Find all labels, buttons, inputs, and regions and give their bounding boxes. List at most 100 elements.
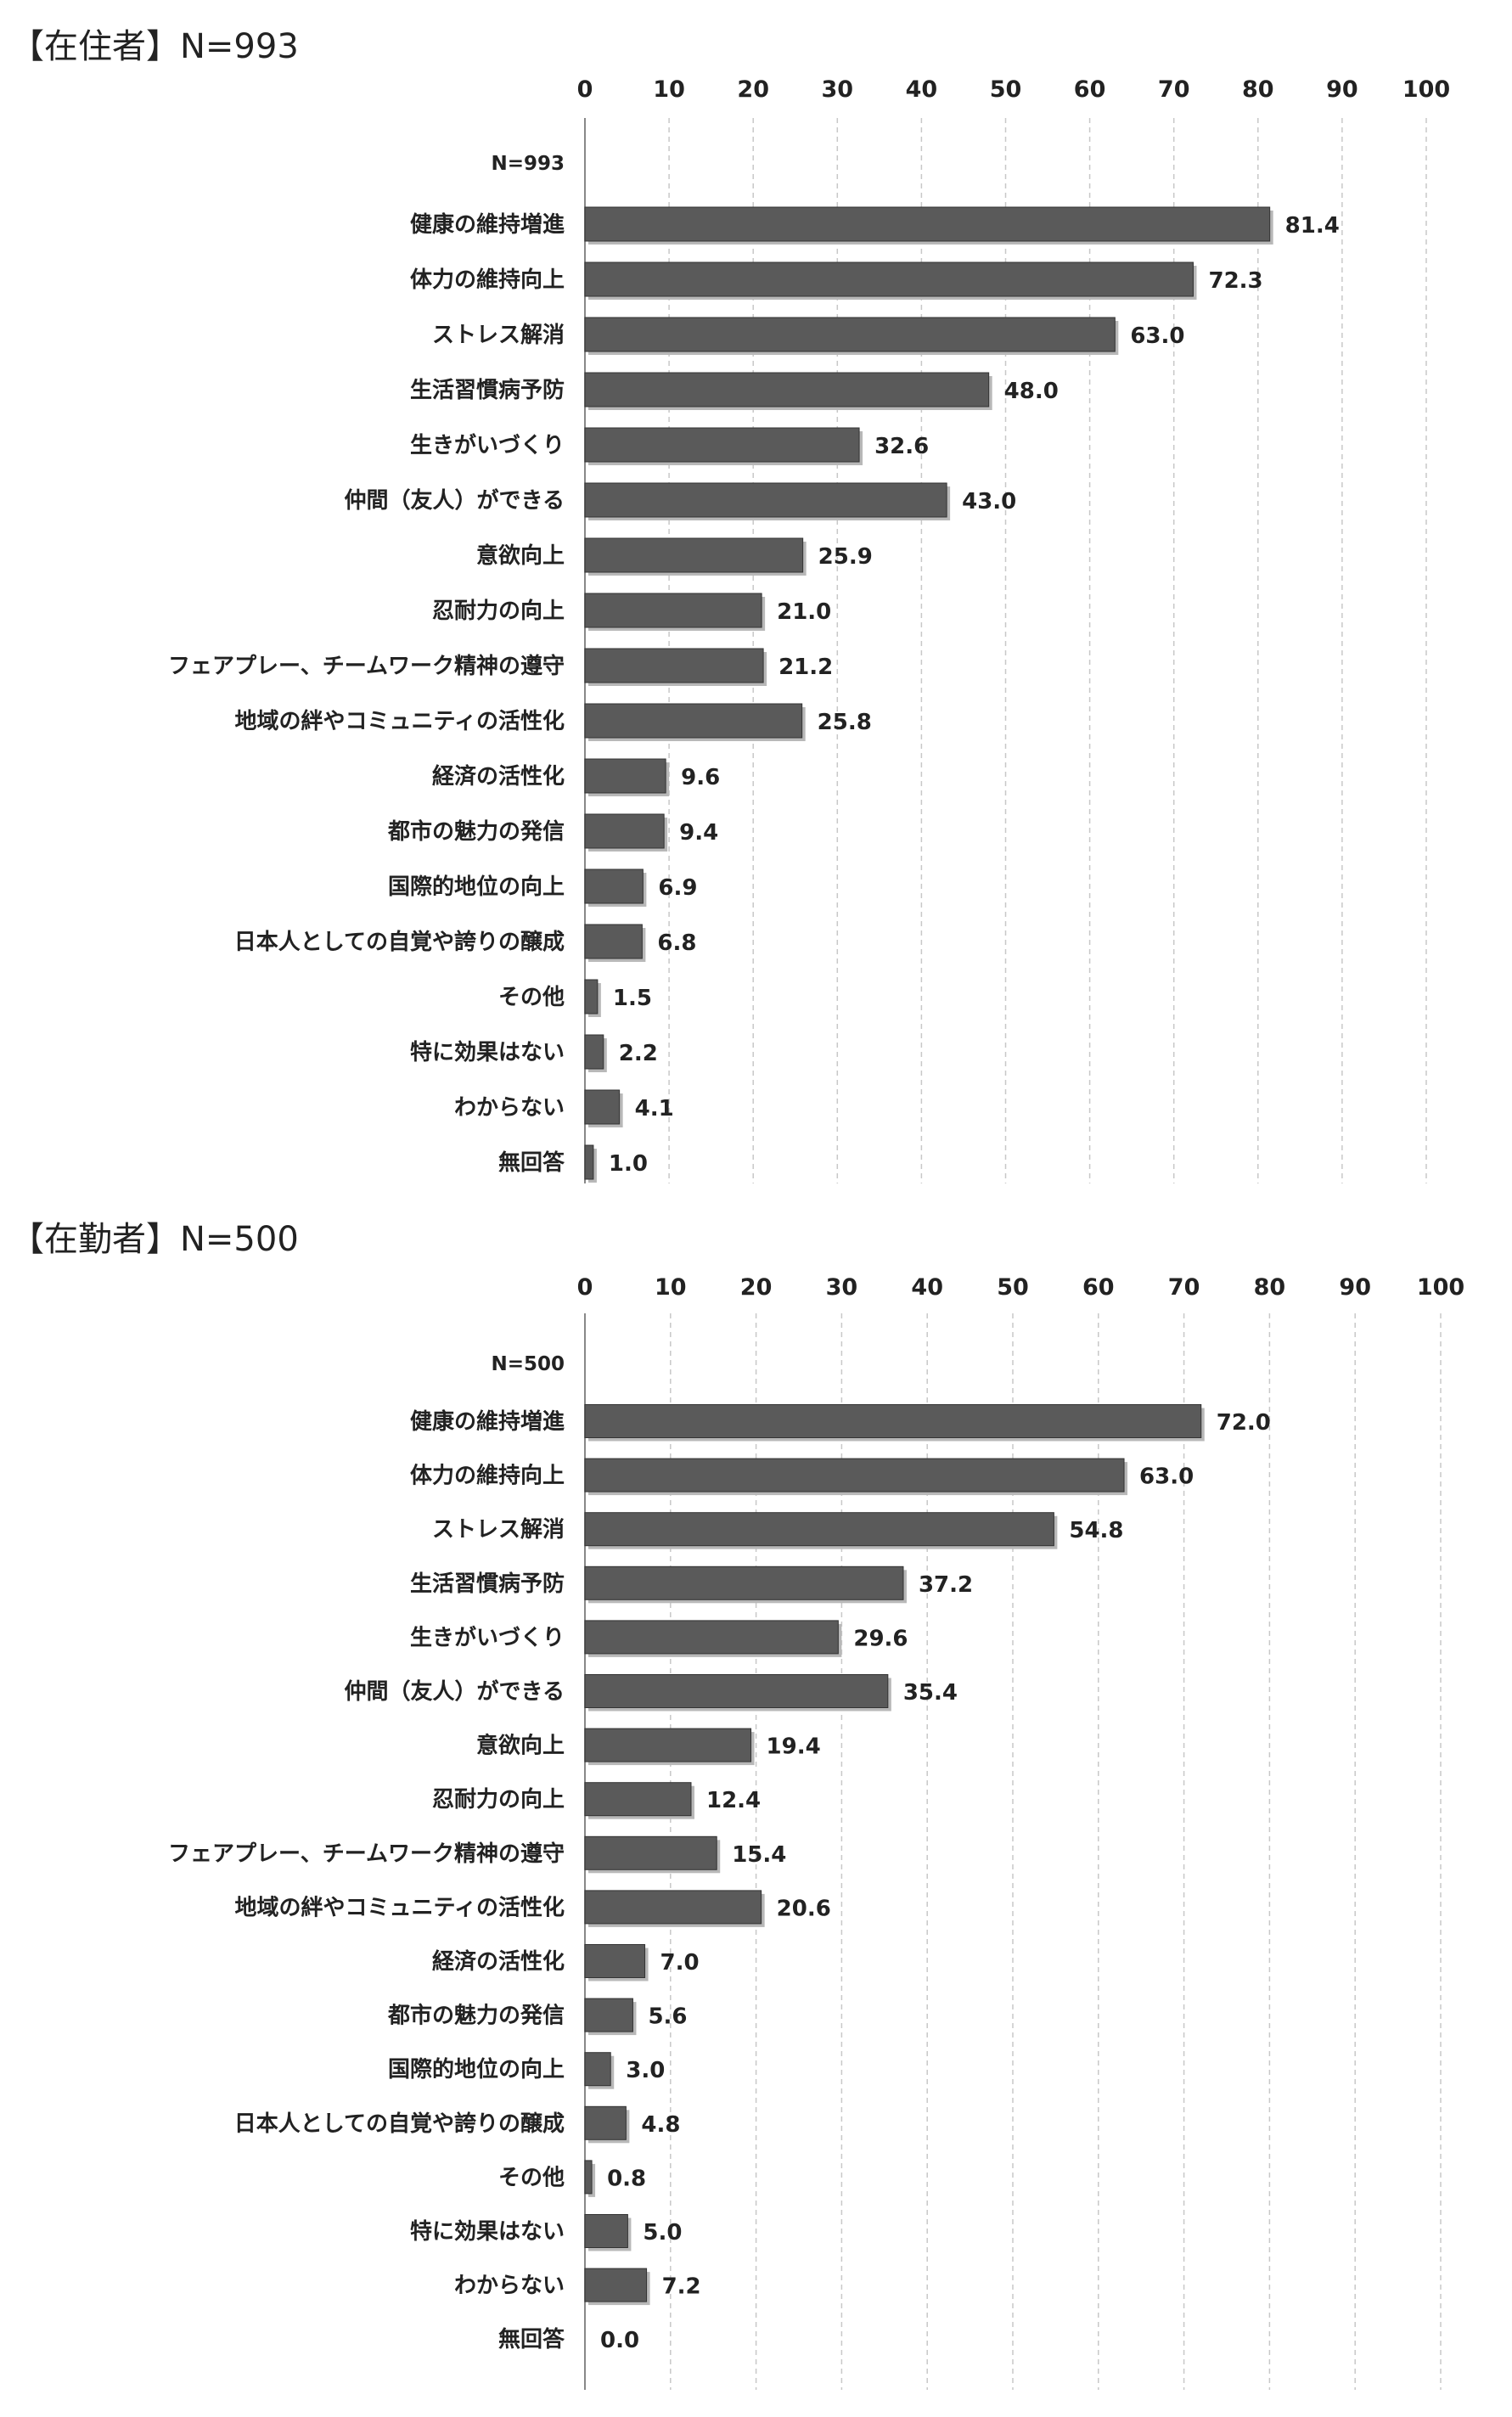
category-label: ストレス解消 [432,323,565,348]
category-label: 経済の活性化 [432,1948,565,1975]
category-label: 健康の維持増進 [410,211,565,238]
bar [584,924,643,959]
x-tick-label: 50 [997,1274,1029,1301]
category-label: 生きがいづくり [410,1624,565,1650]
bar [584,482,947,518]
value-label: 29.6 [853,1626,908,1651]
value-label: 37.2 [919,1572,973,1598]
bar [584,317,1116,352]
category-label: 健康の維持増進 [410,1408,565,1435]
bar [584,1565,904,1600]
x-tick-label: 70 [1158,76,1190,103]
value-label: 9.4 [679,820,718,846]
bar [584,1512,1054,1547]
value-label: 15.4 [732,1842,786,1868]
resident-chart-section: 【在住者】N=993 0 10 20 30 40 50 60 70 80 90 100 N=993 健康… [0,19,1512,1199]
bar [584,648,764,683]
category-label: その他 [498,985,565,1010]
value-label: 48.0 [1004,379,1059,404]
x-tick-label: 100 [1417,1274,1464,1301]
worker-chart-section: 【在勤者】N=500 0 10 20 30 40 50 60 70 80 90 100 N=500 健康… [0,1211,1512,2390]
bar [584,261,1194,297]
bar [584,1404,1202,1438]
category-label: フェアプレー、チームワーク精神の遵守 [168,1841,565,1867]
x-tick-label: 30 [826,1274,858,1301]
category-label: わからない [454,2274,565,2299]
category-label: 日本人としての自覚や誇りの醸成 [234,2111,565,2137]
value-label: 2.2 [619,1041,658,1066]
value-label: 32.6 [874,434,929,459]
bar [584,1890,762,1925]
x-tick-label: 50 [990,76,1022,103]
category-label: 忍耐力の向上 [432,598,565,624]
bar [584,813,665,849]
value-label: 1.5 [613,986,652,1011]
value-label: 19.4 [767,1734,821,1760]
bar [584,206,1271,242]
value-label: 25.9 [818,544,873,570]
value-label: 63.0 [1139,1464,1194,1490]
value-label: 35.4 [903,1680,958,1706]
bar [584,1782,692,1817]
value-label: 4.8 [641,2112,680,2138]
value-label: 20.6 [777,1896,831,1921]
x-tick-label: 80 [1242,76,1274,103]
value-label: 0.8 [607,2166,646,2191]
bar [584,1944,646,1978]
category-label: 生活習慣病予防 [410,378,565,403]
bar [584,1458,1125,1492]
x-tick-label: 70 [1168,1274,1200,1301]
value-label: 7.2 [662,2274,701,2300]
worker-chart-title: 【在勤者】N=500 [10,1220,299,1259]
value-label: 0.0 [600,2328,639,2353]
category-label: 体力の維持向上 [410,1463,565,1489]
value-label: 7.0 [660,1950,700,1976]
category-label: ストレス解消 [432,1517,565,1543]
category-label: 無回答 [498,1149,565,1176]
bar [584,1620,839,1655]
bar [584,758,666,794]
category-label: フェアプレー、チームワーク精神の遵守 [168,653,565,679]
bar [584,2214,628,2248]
x-tick-label: 40 [906,76,938,103]
value-label: 54.8 [1069,1518,1123,1543]
bar [584,2268,648,2302]
x-tick-label: 60 [1074,76,1106,103]
value-label: 72.0 [1217,1410,1271,1436]
x-tick-label: 80 [1254,1274,1286,1301]
bar [584,1034,604,1070]
value-label: 25.8 [818,710,872,735]
value-label: 9.6 [681,765,720,790]
x-tick-label: 20 [740,1274,773,1301]
resident-bar-chart: 0 10 20 30 40 50 60 70 80 90 100 N=993 健康の維持増進 81.4 体力… [168,76,1450,1183]
category-label: 忍耐力の向上 [432,1786,565,1813]
x-tick-label: 0 [577,1274,593,1301]
value-label: 5.6 [648,2004,687,2030]
x-tick-label: 20 [737,76,769,103]
value-label: 21.0 [777,599,831,625]
category-label: 生活習慣病予防 [410,1571,565,1597]
category-label: 意欲向上 [476,1733,565,1759]
value-label: 4.1 [635,1096,674,1121]
category-label: 仲間（友人）ができる [345,1678,565,1705]
value-label: 43.0 [962,489,1016,514]
x-tick-label: 0 [577,76,593,103]
x-tick-label: 100 [1402,76,1450,103]
category-label: 地域の絆やコミュニティの活性化 [235,708,565,734]
bar [584,703,803,739]
category-label: 特に効果はない [410,2218,565,2245]
category-label: 都市の魅力の発信 [387,818,565,845]
category-label: わからない [454,1095,565,1121]
value-label: 21.2 [778,655,833,680]
sample-size-label: N=500 [491,1353,565,1375]
bar [584,1089,621,1125]
category-label: 国際的地位の向上 [388,874,565,900]
category-label: 地域の絆やコミュニティの活性化 [235,1894,565,1920]
sample-size-label: N=993 [491,153,565,175]
category-label: 無回答 [498,2326,565,2352]
value-label: 6.8 [657,930,696,956]
x-tick-label: 10 [653,76,685,103]
x-tick-label: 90 [1339,1274,1371,1301]
bar [584,2052,611,2087]
x-tick-label: 10 [655,1274,687,1301]
